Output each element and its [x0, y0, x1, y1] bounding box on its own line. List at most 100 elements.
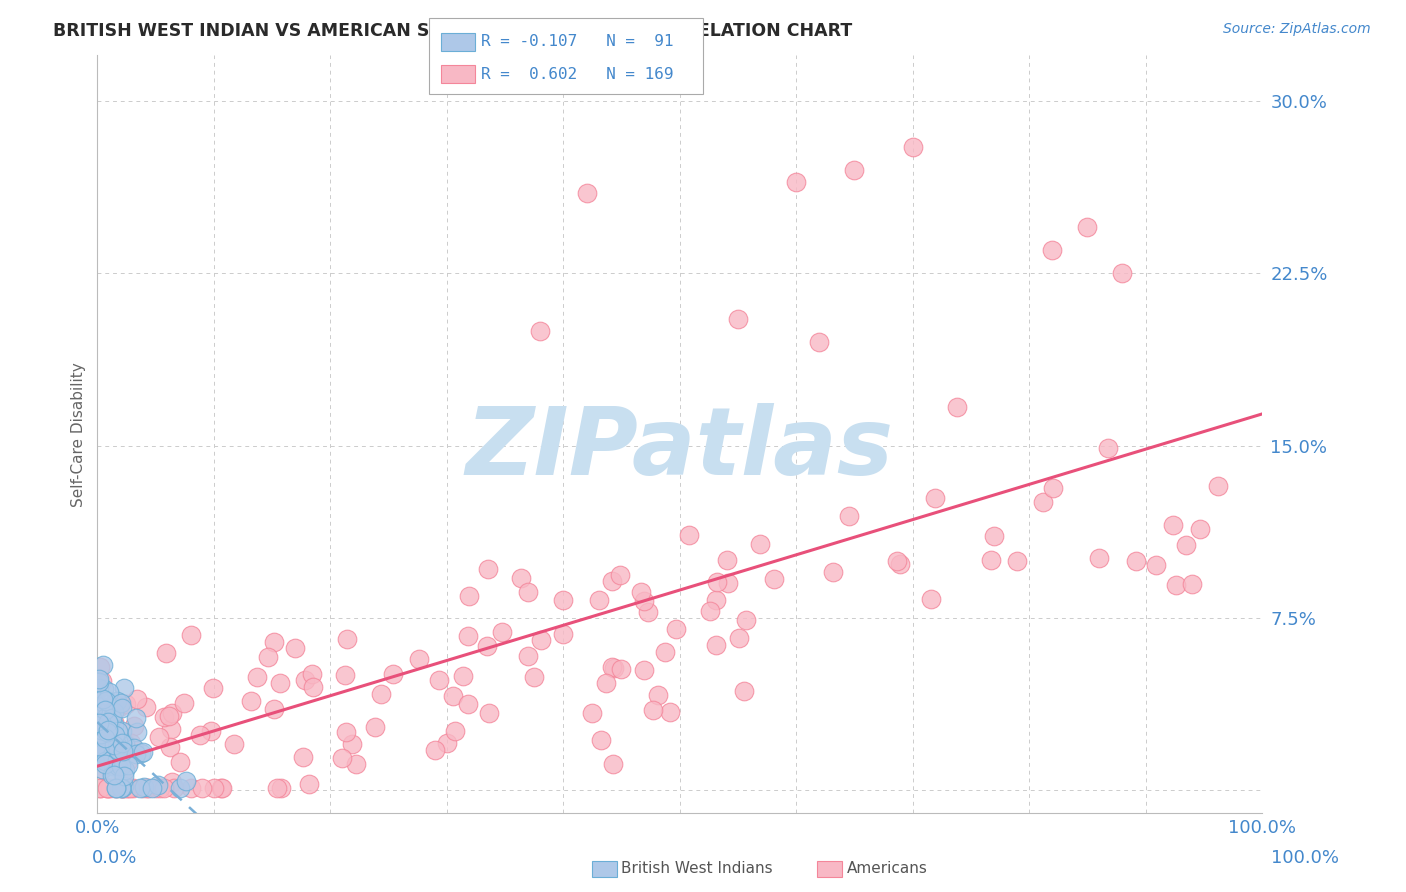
Point: [97, 741, 120, 756]
Point: [94, 694, 117, 708]
Point: [90, 762, 112, 776]
Point: [94, 754, 117, 768]
Point: [98, 717, 121, 731]
Point: [122, 780, 145, 795]
Point: [129, 747, 152, 761]
Point: [641, 703, 664, 717]
Point: [112, 769, 135, 783]
Point: [89, 780, 111, 795]
Point: [173, 696, 195, 710]
Point: [122, 740, 145, 755]
Point: [111, 736, 134, 750]
Point: [727, 312, 749, 326]
Point: [160, 775, 183, 789]
Point: [270, 780, 292, 795]
Text: R = -0.107   N =  91: R = -0.107 N = 91: [481, 35, 673, 49]
Point: [111, 744, 134, 758]
Point: [132, 745, 155, 759]
Point: [844, 163, 866, 178]
Point: [104, 780, 127, 795]
Text: Americans: Americans: [846, 862, 928, 876]
Point: [91, 723, 114, 738]
Point: [89, 739, 111, 754]
Point: [477, 562, 499, 576]
Text: 0.0%: 0.0%: [91, 849, 136, 867]
Point: [100, 706, 122, 720]
Point: [91, 674, 114, 689]
Point: [163, 780, 186, 795]
Point: [609, 568, 631, 582]
Point: [901, 140, 924, 154]
Point: [98, 780, 121, 795]
Point: [1125, 554, 1147, 568]
Point: [408, 652, 430, 666]
Point: [103, 743, 125, 757]
Point: [110, 780, 132, 795]
Point: [263, 701, 285, 715]
Point: [516, 585, 538, 599]
Text: BRITISH WEST INDIAN VS AMERICAN SELF-CARE DISABILITY CORRELATION CHART: BRITISH WEST INDIAN VS AMERICAN SELF-CAR…: [53, 22, 852, 40]
Point: [706, 574, 728, 589]
Point: [886, 554, 908, 568]
Point: [107, 748, 129, 763]
Point: [630, 584, 652, 599]
Point: [699, 605, 721, 619]
Point: [188, 728, 211, 742]
Point: [145, 780, 167, 795]
Point: [294, 673, 316, 687]
Point: [89, 739, 111, 753]
Text: ZIPatlas: ZIPatlas: [465, 403, 894, 495]
Point: [169, 780, 191, 795]
Point: [89, 675, 111, 690]
Point: [87, 705, 110, 719]
Point: [103, 718, 125, 732]
Point: [491, 624, 513, 639]
Point: [149, 780, 172, 795]
Point: [111, 780, 134, 795]
Point: [436, 736, 458, 750]
Point: [101, 711, 124, 725]
Point: [602, 574, 624, 589]
Point: [91, 692, 114, 706]
Point: [89, 681, 111, 695]
Point: [588, 593, 610, 607]
Point: [808, 335, 831, 350]
Point: [1032, 494, 1054, 508]
Point: [1166, 578, 1188, 592]
Point: [105, 780, 128, 795]
Point: [1097, 441, 1119, 455]
Point: [107, 759, 129, 773]
Point: [1042, 482, 1064, 496]
Point: [98, 719, 121, 733]
Point: [141, 780, 163, 795]
Point: [97, 717, 120, 731]
Point: [633, 663, 655, 677]
Point: [1163, 518, 1185, 533]
Point: [704, 593, 727, 607]
Point: [1181, 577, 1204, 591]
Point: [89, 780, 111, 795]
Point: [136, 780, 159, 795]
Point: [103, 768, 125, 782]
Point: [717, 576, 740, 591]
Point: [983, 528, 1005, 542]
Point: [457, 697, 479, 711]
Point: [160, 706, 183, 720]
Point: [111, 701, 134, 715]
Point: [425, 743, 447, 757]
Point: [103, 705, 125, 719]
Point: [427, 673, 450, 688]
Point: [97, 731, 120, 746]
Point: [114, 763, 136, 777]
Point: [551, 627, 574, 641]
Point: [457, 589, 479, 603]
Point: [120, 736, 142, 750]
Point: [96, 734, 118, 748]
Point: [159, 723, 181, 737]
Point: [364, 720, 387, 734]
Point: [602, 757, 624, 772]
Point: [762, 572, 785, 586]
Point: [148, 730, 170, 744]
Point: [105, 738, 128, 752]
Point: [340, 737, 363, 751]
